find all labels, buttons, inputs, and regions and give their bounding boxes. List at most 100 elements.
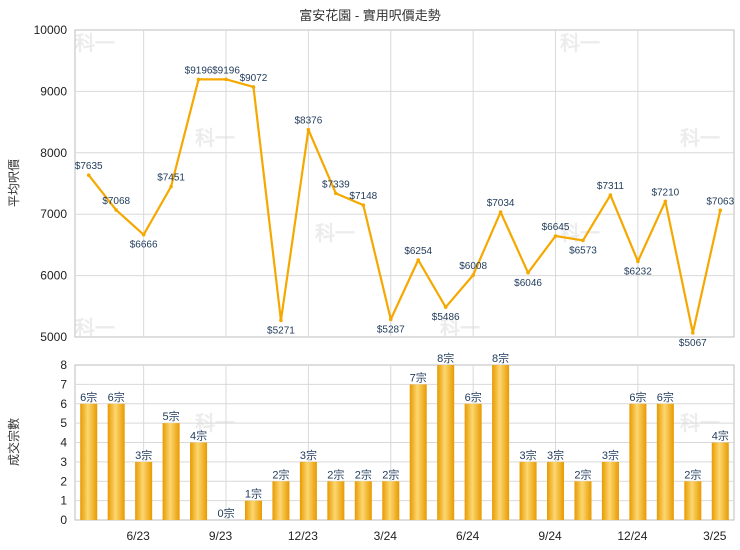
count-data-label: 3宗 bbox=[520, 448, 537, 462]
price-point bbox=[224, 77, 228, 82]
price-data-label: $7210 bbox=[651, 187, 679, 198]
price-line bbox=[87, 78, 722, 334]
count-y-axis: 0 1 2 3 4 5 6 7 8 bbox=[60, 358, 67, 527]
x-tick-label: 6/24 bbox=[456, 529, 480, 543]
count-bar bbox=[107, 403, 125, 520]
price-data-label: $7311 bbox=[597, 181, 625, 192]
count-data-label: 2宗 bbox=[684, 467, 701, 481]
count-data-label: 8宗 bbox=[492, 351, 509, 365]
price-data-label: $7068 bbox=[102, 196, 130, 207]
count-data-label: 6宗 bbox=[80, 390, 97, 404]
count-watermarks: 科一 科一 bbox=[195, 411, 720, 435]
count-data-label: 6宗 bbox=[465, 390, 482, 404]
price-y-tick-label: 6000 bbox=[40, 269, 67, 283]
price-point bbox=[141, 232, 146, 237]
count-bar bbox=[684, 481, 702, 520]
price-y-axis-label: 平均呎價 bbox=[7, 159, 21, 207]
count-data-label: 4宗 bbox=[190, 429, 207, 443]
watermark-text: 科一 bbox=[315, 221, 355, 245]
price-data-label: $7148 bbox=[349, 191, 377, 202]
count-y-axis-label: 成交宗數 bbox=[6, 418, 21, 466]
count-bar bbox=[190, 442, 208, 520]
price-data-label: $6645 bbox=[542, 222, 570, 233]
x-tick-label: 6/23 bbox=[126, 529, 150, 543]
price-point bbox=[526, 270, 530, 275]
price-grid bbox=[75, 30, 734, 337]
x-tick-label: 9/23 bbox=[209, 529, 233, 543]
price-point bbox=[636, 259, 640, 264]
price-data-label: $5067 bbox=[679, 338, 707, 349]
price-data-label: $9196 bbox=[212, 65, 240, 76]
price-data-label: $6254 bbox=[404, 246, 432, 257]
count-bar bbox=[244, 500, 262, 520]
count-data-label: 6宗 bbox=[108, 390, 125, 404]
price-points bbox=[86, 77, 723, 335]
count-y-tick-label: 5 bbox=[60, 416, 67, 430]
count-bar bbox=[711, 442, 729, 520]
price-data-label: $8376 bbox=[294, 116, 322, 127]
count-data-label: 4宗 bbox=[712, 429, 729, 443]
count-y-tick-label: 0 bbox=[60, 513, 67, 527]
price-point bbox=[196, 77, 201, 82]
price-data-label: $6666 bbox=[130, 240, 158, 251]
price-point bbox=[334, 191, 338, 196]
count-bar bbox=[327, 481, 345, 520]
price-point bbox=[443, 305, 448, 309]
count-bar bbox=[547, 461, 565, 520]
price-series bbox=[87, 78, 722, 334]
count-bar bbox=[272, 481, 290, 520]
watermark-text: 科一 bbox=[440, 316, 480, 340]
x-tick-label: 12/23 bbox=[288, 529, 318, 543]
count-data-label: 2宗 bbox=[327, 467, 344, 481]
price-point bbox=[388, 317, 393, 322]
price-point bbox=[114, 208, 118, 212]
count-grid bbox=[75, 365, 734, 520]
count-y-tick-label: 6 bbox=[60, 397, 67, 411]
count-bar bbox=[656, 403, 674, 520]
price-point bbox=[169, 184, 173, 189]
x-tick-label: 3/25 bbox=[703, 529, 727, 543]
price-y-tick-label: 8000 bbox=[40, 146, 67, 160]
price-data-label: $7451 bbox=[157, 173, 185, 184]
watermark-text: 科一 bbox=[195, 126, 235, 150]
watermark-text: 科一 bbox=[195, 411, 235, 435]
watermark-text: 科一 bbox=[680, 126, 720, 150]
price-data-label: $6232 bbox=[624, 266, 652, 277]
count-bar bbox=[601, 461, 619, 520]
count-y-tick-label: 8 bbox=[60, 358, 67, 372]
count-bar bbox=[299, 461, 317, 520]
count-data-label: 2宗 bbox=[272, 467, 289, 481]
count-bar bbox=[437, 365, 455, 520]
price-point bbox=[416, 258, 421, 262]
price-plot-area bbox=[74, 29, 735, 338]
count-y-tick-label: 3 bbox=[60, 455, 67, 469]
price-point bbox=[306, 127, 311, 132]
price-point bbox=[553, 234, 558, 238]
price-data-label: $7034 bbox=[487, 198, 515, 209]
price-data-label: $5287 bbox=[377, 324, 405, 335]
count-bar bbox=[464, 403, 482, 520]
count-data-labels: 6宗 6宗 3宗 5宗 4宗 0宗 1宗 2宗 3宗 2宗 2宗 2宗 7宗 8宗 6宗 8宗 3宗 3宗 2宗 3宗… bbox=[80, 351, 729, 520]
count-data-label: 6宗 bbox=[657, 390, 674, 404]
price-point bbox=[279, 318, 283, 323]
price-y-tick-label: 5000 bbox=[40, 330, 67, 344]
count-data-label: 0宗 bbox=[217, 506, 234, 520]
count-bar bbox=[492, 365, 510, 520]
count-bar bbox=[382, 481, 400, 520]
price-data-label: $9196 bbox=[185, 65, 213, 76]
count-bar bbox=[354, 481, 372, 520]
count-data-label: 7宗 bbox=[410, 370, 427, 384]
count-bar bbox=[629, 403, 647, 520]
count-bar bbox=[574, 481, 592, 520]
count-bar bbox=[162, 423, 180, 520]
count-panel: 0 1 2 3 4 5 6 7 8 成交宗數 科一 科一 6宗 6宗 3宗 5宗 4宗 0宗 1宗 2宗 3宗 2宗… bbox=[6, 351, 735, 543]
price-point bbox=[361, 203, 366, 207]
price-point bbox=[718, 208, 723, 213]
price-data-label: $6008 bbox=[459, 261, 487, 272]
price-y-axis: 5000 6000 7000 8000 9000 10000 bbox=[34, 23, 68, 344]
price-point bbox=[471, 273, 475, 277]
count-data-label: 3宗 bbox=[135, 448, 152, 462]
